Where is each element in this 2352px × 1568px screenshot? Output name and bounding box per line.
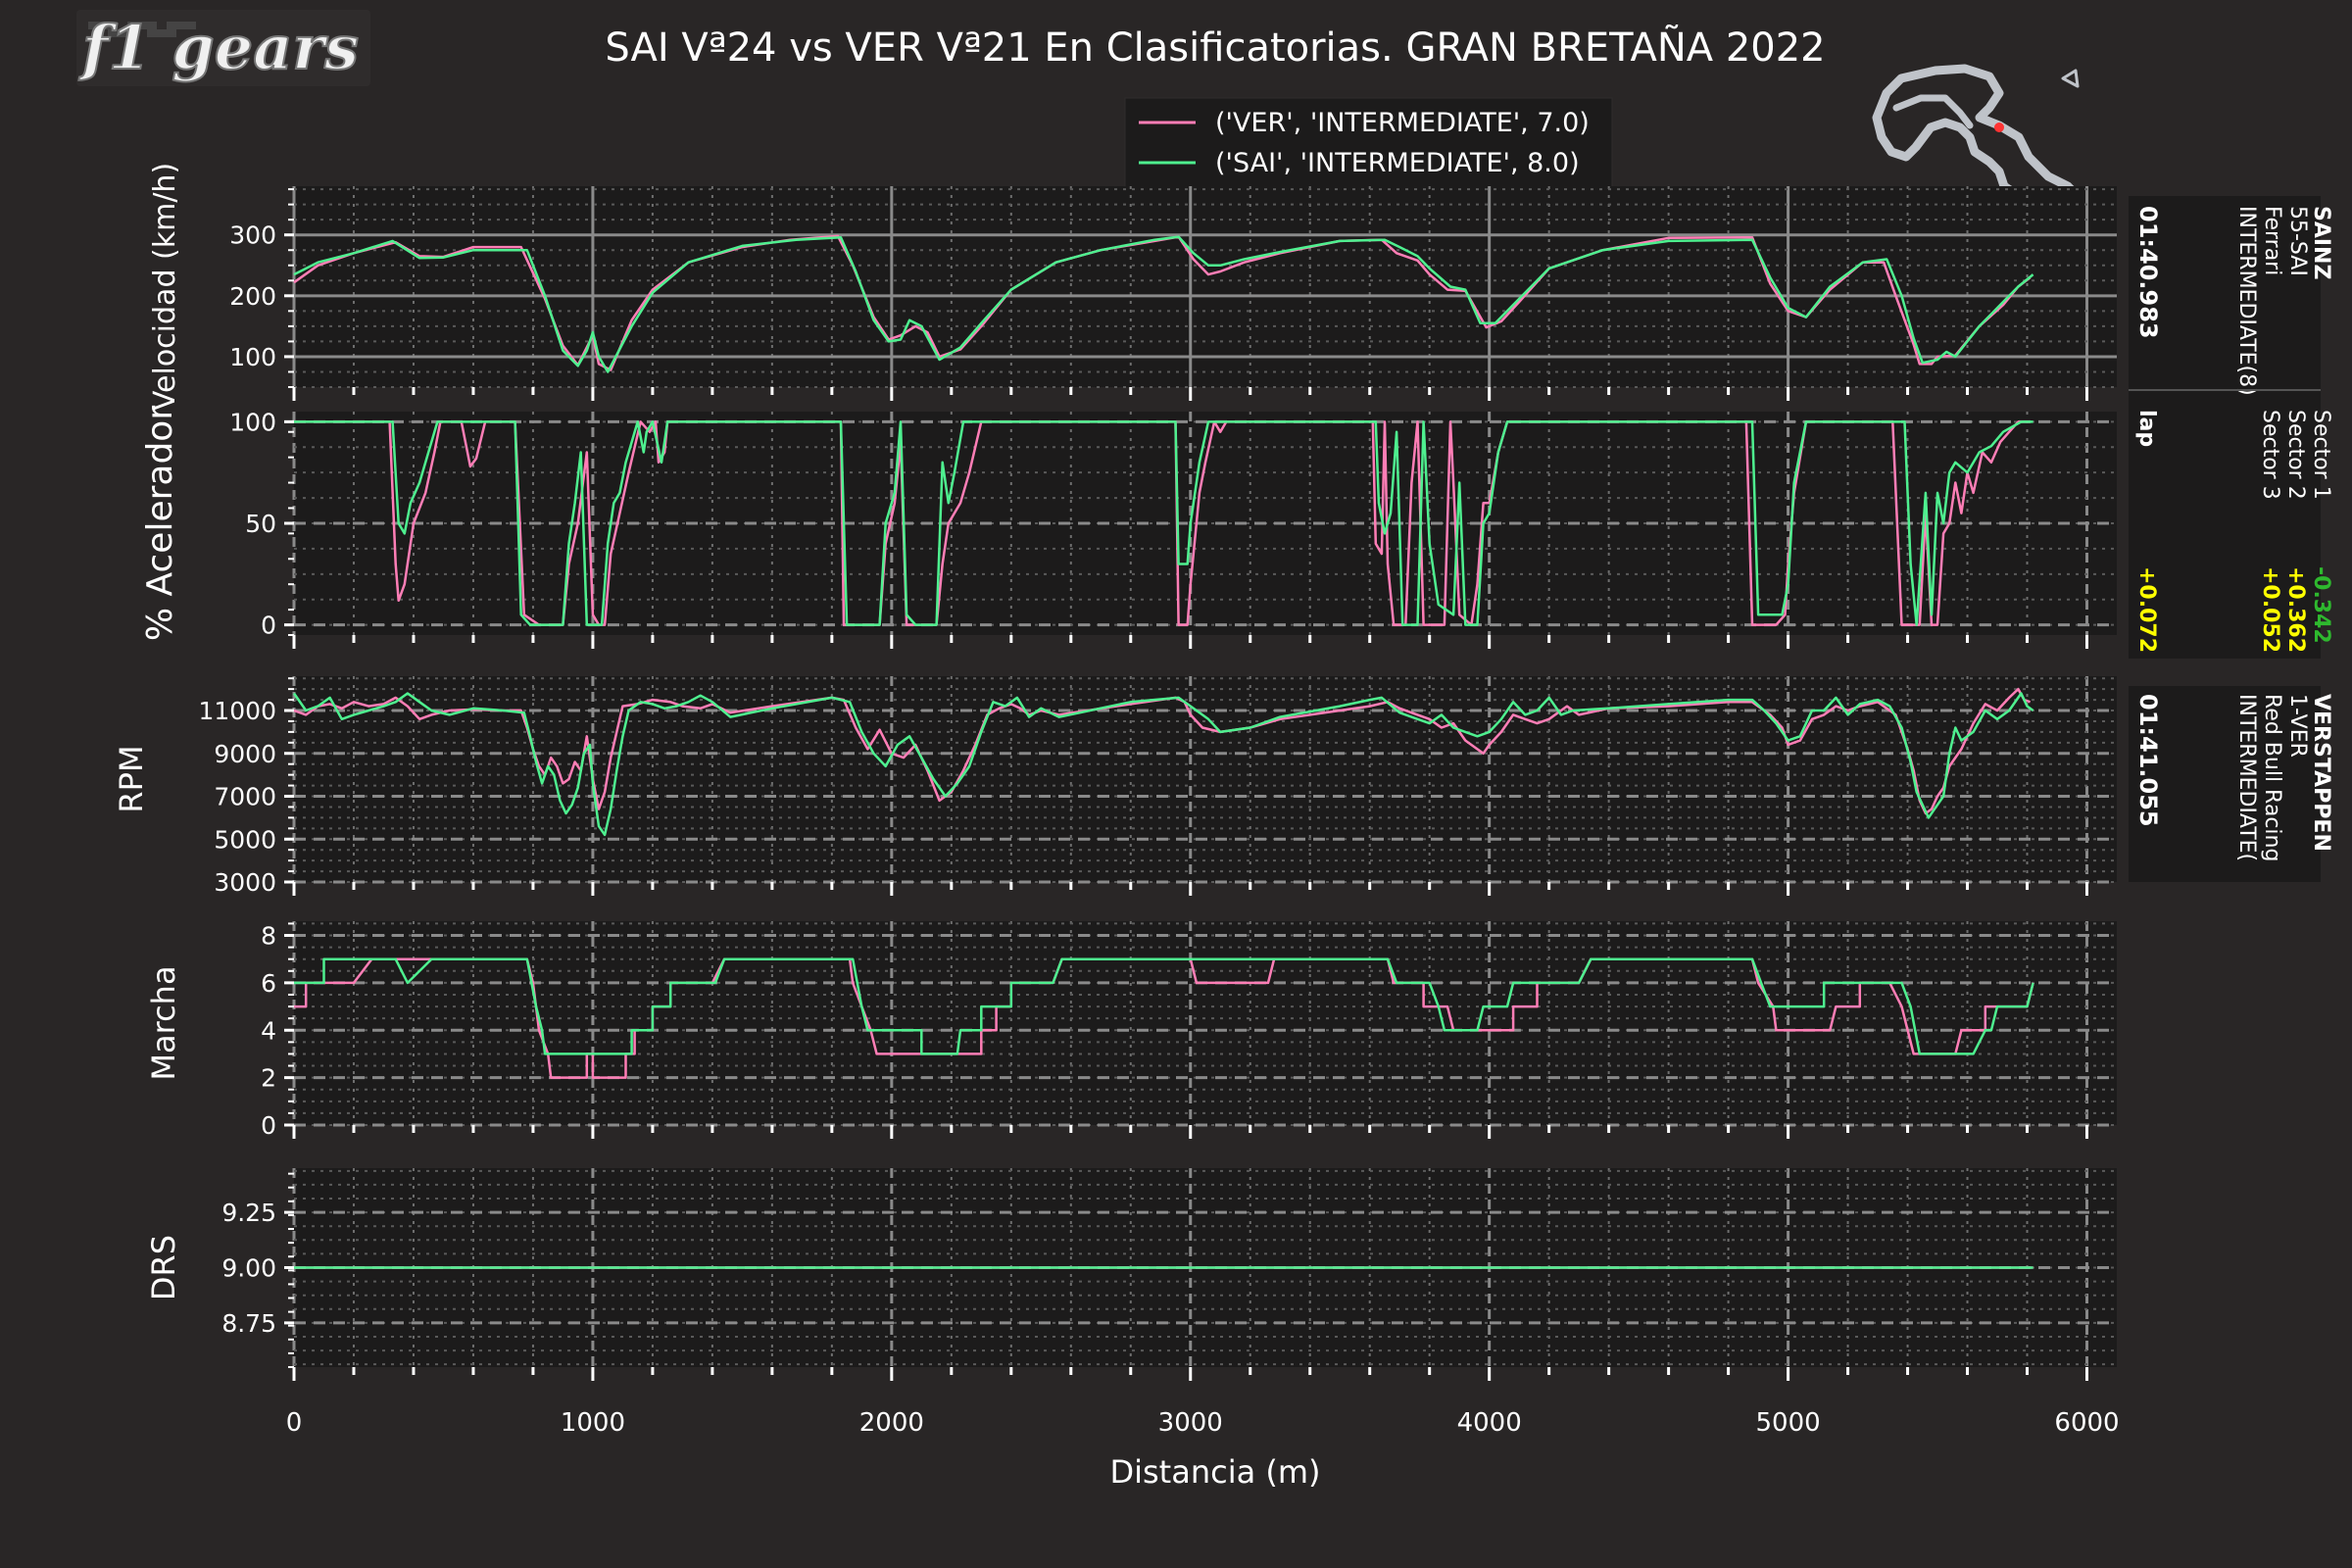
driver-number-verstappen: 1-VER (2285, 694, 2310, 758)
driver-laptime-verstappen: 01:41.055 (2134, 694, 2162, 827)
panel-background (294, 921, 2117, 1125)
y-tick-label: 200 (229, 282, 276, 311)
y-tick-label: 50 (245, 510, 276, 538)
series-line-sai (292, 692, 2034, 837)
panel-throttle: 0 50 100 % Acelerador (140, 406, 2117, 649)
y-tick-label: 4 (261, 1016, 276, 1045)
logo-text: f1 gears (78, 12, 359, 83)
y-tick-label: 8.75 (221, 1309, 276, 1338)
x-tick-label: 4000 (1457, 1408, 1522, 1438)
y-axis-label: RPM (113, 745, 150, 812)
driver-team-sainz: Ferrari (2260, 206, 2284, 275)
y-tick-label: 6 (261, 969, 276, 998)
y-tick-label: 5000 (214, 825, 276, 854)
legend-entry-sai: ('SAI', 'INTERMEDIATE', 8.0) (1215, 148, 1580, 178)
lap-label: lap (2134, 410, 2159, 447)
y-axis-label: % Acelerador (140, 406, 180, 641)
sector-1-delta: -0.342 (2309, 566, 2333, 644)
panel-speed: 100 200 300 Velocidad (km/h) (148, 163, 2117, 411)
y-tick-label: 2 (261, 1064, 276, 1093)
sector-2-label: Sector 2 (2283, 410, 2308, 500)
x-axis-label: Distancia (m) (1109, 1453, 1320, 1491)
legend-entry-ver: ('VER', 'INTERMEDIATE', 7.0) (1215, 108, 1590, 138)
y-tick-label: 0 (261, 612, 276, 640)
x-tick-label: 1000 (561, 1408, 625, 1438)
panel-rpm: 3000 5000 7000 9000 11000 RPM (113, 676, 2117, 897)
side-table-sainz: SAINZ 55-SAI Ferrari INTERMEDIATE(8) 01:… (2129, 196, 2333, 659)
series-line-sai (293, 235, 2034, 373)
x-tick-label: 5000 (1756, 1408, 1821, 1438)
driver-laptime-sainz: 01:40.983 (2134, 206, 2162, 339)
panel-drs: 8.75 9.00 9.25 DRS (145, 1168, 2117, 1381)
y-axis-label: Marcha (145, 965, 182, 1080)
driver-name-sainz: SAINZ (2309, 206, 2333, 279)
sector-2-delta: +0.362 (2283, 566, 2308, 653)
driver-compound-verstappen: INTERMEDIATE( (2234, 694, 2259, 861)
driver-compound-sainz: INTERMEDIATE(8) (2234, 206, 2259, 396)
y-tick-label: 11000 (198, 697, 276, 725)
driver-team-verstappen: Red Bull Racing (2260, 694, 2284, 861)
y-tick-label: 7000 (214, 783, 276, 811)
x-tick-label: 6000 (2054, 1408, 2119, 1438)
y-tick-label: 100 (229, 343, 276, 371)
legend: ('VER', 'INTERMEDIATE', 7.0) ('SAI', 'IN… (1124, 97, 1613, 192)
panel-gear: 0 2 4 6 8 Marcha (145, 921, 2117, 1140)
sector-1-label: Sector 1 (2309, 410, 2333, 500)
y-tick-label: 300 (229, 221, 276, 250)
x-tick-label: 3000 (1158, 1408, 1223, 1438)
x-tick-label: 0 (286, 1408, 303, 1438)
y-axis-label: Velocidad (km/h) (148, 163, 182, 411)
driver-number-sainz: 55-SAI (2285, 206, 2310, 276)
y-tick-label: 9000 (214, 740, 276, 768)
lap-delta: +0.072 (2134, 566, 2159, 653)
chart-title: SAI Vª24 vs VER Vª21 En Clasificatorias.… (605, 24, 1825, 71)
y-tick-label: 9.00 (221, 1254, 276, 1283)
side-table-verstappen: VERSTAPPEN 1-VER Red Bull Racing INTERME… (2129, 686, 2333, 882)
y-axis-label: DRS (145, 1235, 182, 1300)
y-tick-label: 100 (229, 408, 276, 436)
y-tick-label: 8 (261, 922, 276, 951)
sector-3-label: Sector 3 (2258, 410, 2282, 500)
logo: f1 gears (76, 10, 370, 86)
x-tick-label: 2000 (859, 1408, 924, 1438)
y-tick-label: 9.25 (221, 1199, 276, 1227)
series-line-sai (294, 420, 2034, 626)
driver-name-verstappen: VERSTAPPEN (2309, 694, 2333, 852)
series-line-sai (294, 957, 2034, 1055)
sector-3-delta: +0.052 (2258, 566, 2282, 653)
y-tick-label: 0 (261, 1111, 276, 1140)
y-tick-label: 3000 (214, 868, 276, 897)
